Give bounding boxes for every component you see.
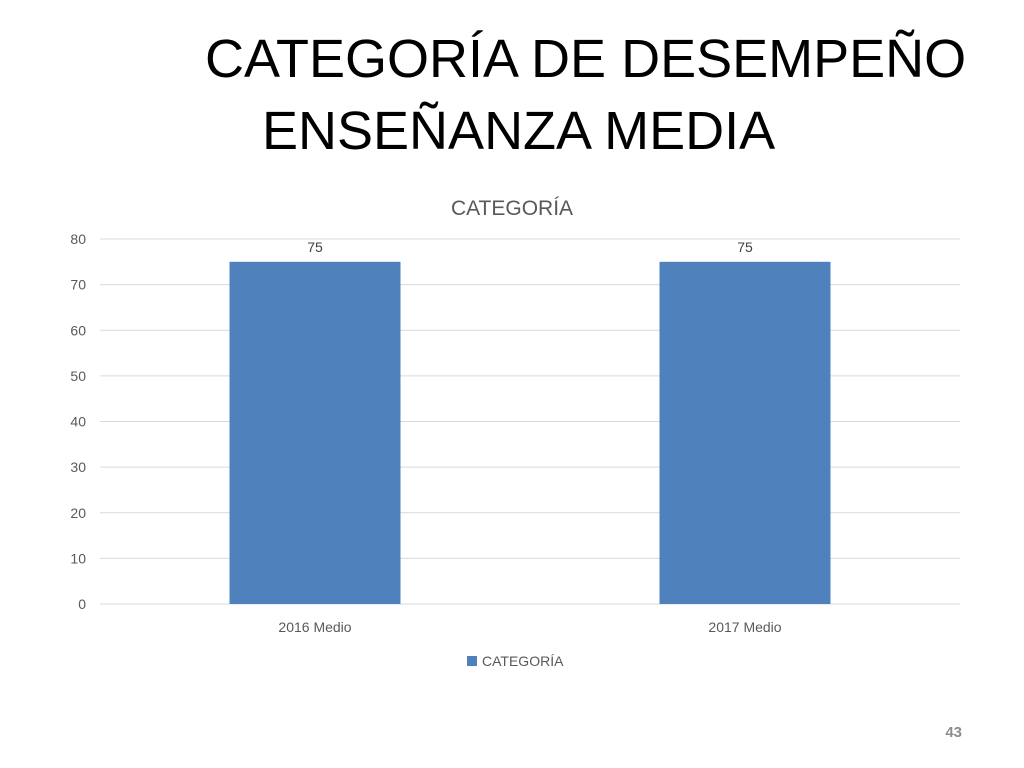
data-label: 75 (307, 239, 323, 255)
legend-swatch (467, 656, 477, 666)
x-tick-label: 2016 Medio (278, 619, 351, 635)
bar (659, 261, 831, 604)
slide-title-line1: CATEGORÍA DE DESEMPEÑO (205, 29, 967, 89)
y-tick-label: 10 (70, 550, 86, 566)
data-label: 75 (737, 239, 753, 255)
y-tick-label: 0 (78, 596, 86, 612)
y-tick-label: 60 (70, 322, 86, 338)
x-axis-ticks: 2016 Medio 2017 Medio (278, 619, 781, 635)
x-tick-label: 2017 Medio (708, 619, 781, 635)
legend: CATEGORÍA (467, 653, 564, 669)
page-number: 43 (945, 724, 962, 741)
bar (229, 261, 401, 604)
bar-chart: CATEGORÍA 0 10 20 30 40 50 60 70 80 75 75 2016 Me… (70, 197, 960, 669)
legend-label: CATEGORÍA (482, 653, 564, 669)
y-tick-label: 70 (70, 277, 86, 293)
y-tick-label: 30 (70, 459, 86, 475)
chart-title: CATEGORÍA (451, 197, 573, 220)
y-tick-label: 40 (70, 414, 86, 430)
gridlines (100, 238, 960, 605)
y-tick-label: 20 (70, 505, 86, 521)
y-tick-label: 50 (70, 368, 86, 384)
bars (229, 261, 831, 604)
slide-title: CATEGORÍA DE DESEMPEÑO ENSEÑANZA MEDIA (0, 28, 1024, 162)
slide-title-line2: ENSEÑANZA MEDIA (262, 101, 776, 161)
y-axis-ticks: 0 10 20 30 40 50 60 70 80 (70, 231, 86, 612)
data-labels: 75 75 (307, 239, 753, 255)
y-tick-label: 80 (70, 231, 86, 247)
